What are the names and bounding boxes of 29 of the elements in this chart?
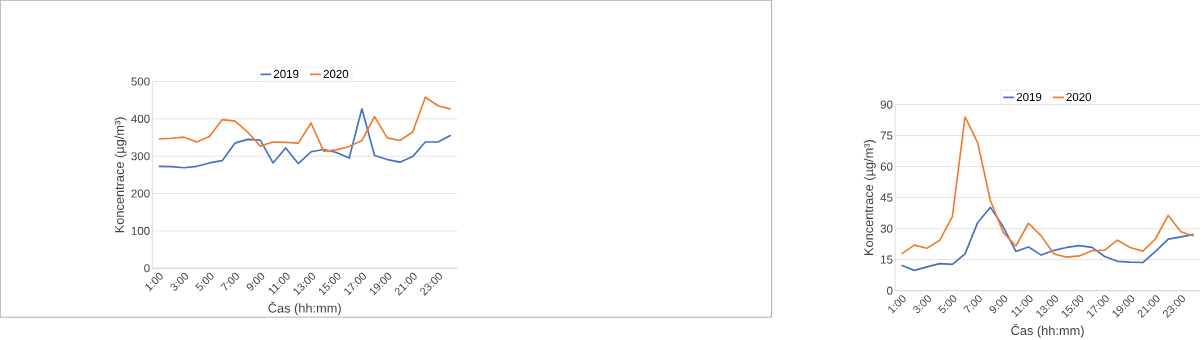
x-tick-label: 5:00: [938, 295, 957, 314]
y-tick-label: 45: [880, 193, 893, 202]
y-tick-label: 30: [880, 224, 893, 233]
y-axis-title: Koncentrace (µg/m³): [863, 140, 876, 256]
legend-label: 2019: [1016, 93, 1042, 102]
x-tick-label: 3:00: [913, 295, 931, 314]
x-tick-label: 9:00: [989, 295, 1008, 314]
y-tick-label: 0: [144, 264, 150, 273]
y-tick-label: 75: [880, 131, 893, 140]
legend-label: 2019: [273, 69, 299, 79]
y-axis-title: Koncentrace (µg/m³): [114, 117, 127, 233]
x-axis-title: Čas (hh:mm): [1011, 323, 1084, 338]
y-tick-label: 15: [881, 255, 893, 264]
x-tick-label: 7:00: [963, 295, 982, 313]
x-axis-title: Čas (hh:mm): [268, 301, 341, 316]
y-tick-label: 60: [880, 162, 893, 171]
y-tick-label: 0: [887, 286, 893, 295]
line-series: [157, 108, 452, 169]
line-series: [157, 96, 452, 153]
y-tick-label: 500: [131, 77, 150, 86]
line-series: [900, 116, 1195, 259]
legend-label: 2020: [1066, 93, 1092, 102]
legend-label: 2020: [323, 69, 349, 79]
y-tick-label: 400: [131, 114, 150, 124]
y-tick-label: 200: [131, 189, 150, 198]
line-series: [900, 206, 1195, 272]
y-tick-label: 90: [880, 100, 893, 109]
y-tick-label: 100: [131, 226, 150, 236]
y-tick-label: 300: [131, 152, 150, 161]
